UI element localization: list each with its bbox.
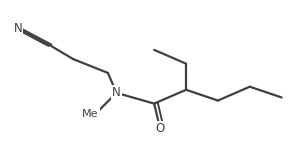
Text: N: N xyxy=(112,86,121,99)
Text: O: O xyxy=(155,122,165,135)
Text: Me: Me xyxy=(82,109,99,119)
Text: N: N xyxy=(14,22,22,35)
